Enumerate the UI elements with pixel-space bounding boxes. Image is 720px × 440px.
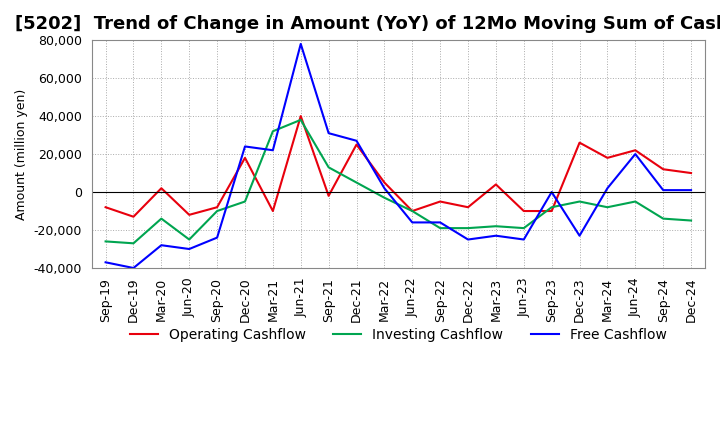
Investing Cashflow	[603, 205, 612, 210]
Title: [5202]  Trend of Change in Amount (YoY) of 12Mo Moving Sum of Cashflows: [5202] Trend of Change in Amount (YoY) o…	[15, 15, 720, 33]
Operating Cashflow	[213, 205, 222, 210]
Free Cashflow	[185, 246, 194, 252]
Operating Cashflow	[659, 167, 667, 172]
Investing Cashflow	[464, 225, 472, 231]
Operating Cashflow	[157, 186, 166, 191]
Free Cashflow	[603, 186, 612, 191]
Investing Cashflow	[436, 225, 444, 231]
Investing Cashflow	[380, 195, 389, 200]
Investing Cashflow	[185, 237, 194, 242]
Investing Cashflow	[240, 199, 249, 204]
Investing Cashflow	[352, 180, 361, 185]
Operating Cashflow	[547, 209, 556, 214]
Free Cashflow	[213, 235, 222, 240]
Free Cashflow	[324, 131, 333, 136]
Free Cashflow	[240, 144, 249, 149]
Investing Cashflow	[575, 199, 584, 204]
Free Cashflow	[519, 237, 528, 242]
Investing Cashflow	[102, 239, 110, 244]
Operating Cashflow	[603, 155, 612, 161]
Investing Cashflow	[659, 216, 667, 221]
Free Cashflow	[492, 233, 500, 238]
Investing Cashflow	[631, 199, 639, 204]
Investing Cashflow	[297, 117, 305, 122]
Operating Cashflow	[185, 212, 194, 217]
Operating Cashflow	[464, 205, 472, 210]
Operating Cashflow	[380, 180, 389, 185]
Investing Cashflow	[157, 216, 166, 221]
Operating Cashflow	[352, 142, 361, 147]
Free Cashflow	[157, 242, 166, 248]
Operating Cashflow	[129, 214, 138, 220]
Investing Cashflow	[129, 241, 138, 246]
Free Cashflow	[687, 187, 696, 193]
Free Cashflow	[297, 41, 305, 47]
Y-axis label: Amount (million yen): Amount (million yen)	[15, 88, 28, 220]
Operating Cashflow	[269, 209, 277, 214]
Investing Cashflow	[213, 209, 222, 214]
Line: Investing Cashflow: Investing Cashflow	[106, 120, 691, 243]
Free Cashflow	[269, 147, 277, 153]
Legend: Operating Cashflow, Investing Cashflow, Free Cashflow: Operating Cashflow, Investing Cashflow, …	[125, 323, 672, 348]
Operating Cashflow	[687, 170, 696, 176]
Operating Cashflow	[575, 140, 584, 145]
Free Cashflow	[102, 260, 110, 265]
Operating Cashflow	[631, 147, 639, 153]
Operating Cashflow	[324, 193, 333, 198]
Investing Cashflow	[408, 209, 417, 214]
Line: Free Cashflow: Free Cashflow	[106, 44, 691, 268]
Operating Cashflow	[519, 209, 528, 214]
Operating Cashflow	[436, 199, 444, 204]
Investing Cashflow	[519, 225, 528, 231]
Investing Cashflow	[492, 224, 500, 229]
Free Cashflow	[659, 187, 667, 193]
Free Cashflow	[408, 220, 417, 225]
Operating Cashflow	[297, 114, 305, 119]
Investing Cashflow	[269, 128, 277, 134]
Investing Cashflow	[547, 205, 556, 210]
Free Cashflow	[352, 138, 361, 143]
Free Cashflow	[547, 189, 556, 194]
Free Cashflow	[575, 233, 584, 238]
Free Cashflow	[129, 265, 138, 271]
Free Cashflow	[380, 186, 389, 191]
Investing Cashflow	[687, 218, 696, 223]
Investing Cashflow	[324, 165, 333, 170]
Line: Operating Cashflow: Operating Cashflow	[106, 116, 691, 217]
Free Cashflow	[436, 220, 444, 225]
Free Cashflow	[631, 151, 639, 157]
Operating Cashflow	[492, 182, 500, 187]
Operating Cashflow	[102, 205, 110, 210]
Operating Cashflow	[408, 209, 417, 214]
Operating Cashflow	[240, 155, 249, 161]
Free Cashflow	[464, 237, 472, 242]
